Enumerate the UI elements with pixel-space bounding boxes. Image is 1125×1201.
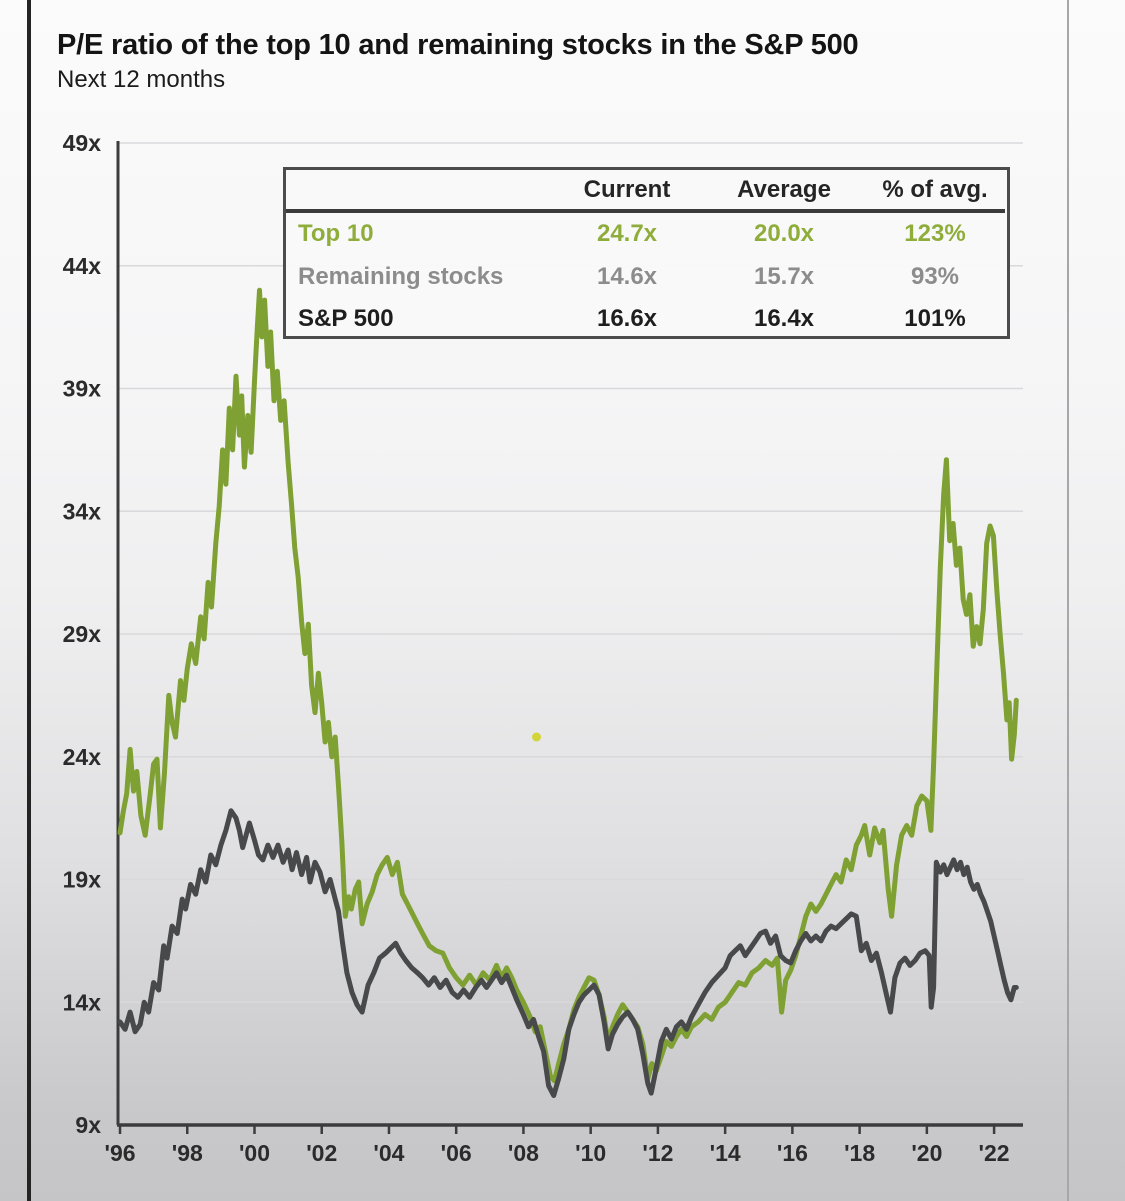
table-row-top10-pct: 123% [904,220,966,247]
table-row-top10-label: Top 10 [298,220,374,247]
x-tick-label-'08: '08 [508,1140,539,1166]
table-row-top10-average: 20.0x [753,220,815,247]
y-tick-label-29x: 29x [63,621,102,647]
table-row-sp500-pct: 101% [904,304,966,332]
y-tick-label-49x: 49x [63,130,102,156]
x-tick-label-'96: '96 [104,1140,135,1166]
x-tick-label-'16: '16 [777,1140,808,1166]
x-tick-label-'20: '20 [911,1140,942,1166]
table-header-pct-of-avg: % of avg. [865,170,1005,213]
table-header-current: Current [551,170,703,213]
remaining-stocks-line [117,808,1019,1098]
slide-right-border [1067,0,1069,1201]
table-row-remaining-current: 14.6x [596,262,658,290]
table-row-remaining-average: 15.7x [753,262,815,290]
page-title: P/E ratio of the top 10 and remaining st… [57,29,859,61]
y-tick-label-39x: 39x [63,376,102,402]
yellow-artifact-dot [532,732,541,742]
table-row-sp500-current: 16.6x [596,304,658,332]
table-header-average: Average [703,170,865,213]
x-tick-label-'02: '02 [306,1140,337,1166]
x-tick-label-'06: '06 [441,1140,472,1166]
x-tick-label-'12: '12 [642,1140,673,1166]
legend-summary-table: Current Average % of avg. Top 10 24.7x 2… [283,167,1010,339]
slide-left-border [27,0,31,1201]
table-row-top10-current: 24.7x [596,220,658,247]
x-tick-label-'00: '00 [239,1140,270,1166]
y-tick-label-9x: 9x [75,1112,101,1138]
y-tick-label-24x: 24x [63,744,102,770]
y-tick-label-19x: 19x [63,867,102,893]
table-row-remaining-label: Remaining stocks [298,262,504,290]
x-tick-label-'14: '14 [710,1140,741,1166]
top-10-line [117,287,1019,1084]
table-row-sp500-average: 16.4x [753,304,815,332]
x-tick-label-'22: '22 [979,1140,1010,1166]
table-row-sp500-label: S&P 500 [298,304,394,332]
table-header-blank [286,170,551,213]
page-subtitle: Next 12 months [57,66,226,93]
x-tick-label-'18: '18 [844,1140,875,1166]
x-tick-label-'10: '10 [575,1140,606,1166]
y-tick-label-44x: 44x [63,253,102,279]
x-tick-label-'04: '04 [373,1140,404,1166]
chart-header: P/E ratio of the top 10 and remaining st… [57,28,1057,94]
y-tick-label-14x: 14x [63,989,102,1015]
y-tick-label-34x: 34x [63,498,102,524]
table-row-remaining-pct: 93% [910,262,960,290]
x-tick-label-'98: '98 [172,1140,203,1166]
